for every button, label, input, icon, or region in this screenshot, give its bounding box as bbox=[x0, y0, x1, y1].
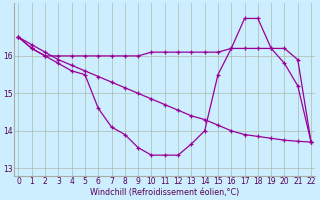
X-axis label: Windchill (Refroidissement éolien,°C): Windchill (Refroidissement éolien,°C) bbox=[90, 188, 239, 197]
